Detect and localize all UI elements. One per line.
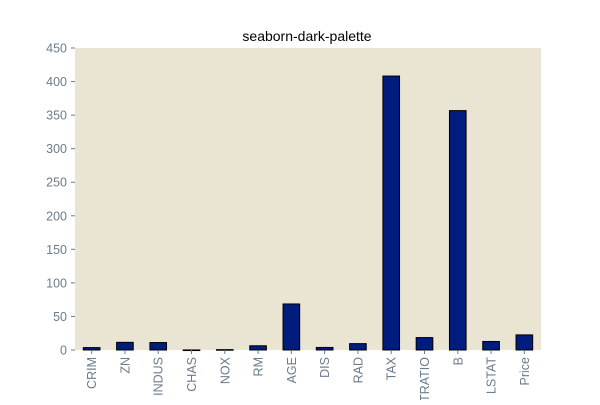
bar-tax — [382, 75, 401, 351]
y-tick-label: 100 — [46, 276, 67, 290]
y-tick-label: 250 — [46, 176, 67, 190]
bars-group — [82, 75, 534, 352]
x-tick-label: ZN — [118, 357, 132, 374]
bar-ptratio — [415, 337, 434, 351]
x-tick-label: INDUS — [152, 357, 166, 396]
x-tick-label: RAD — [351, 357, 365, 383]
x-tick-label: TAX — [385, 356, 399, 380]
y-tick-label: 400 — [46, 75, 67, 89]
x-tick-label: PTRATIO — [418, 357, 432, 400]
plot-area — [75, 48, 541, 350]
x-tick-label: LSTAT — [485, 357, 499, 394]
chart-title: seaborn-dark-palette — [242, 28, 371, 44]
x-tick-label: B — [451, 357, 465, 365]
x-tick-label: CRIM — [85, 357, 99, 389]
bar-indus — [149, 342, 168, 351]
y-tick-label: 350 — [46, 109, 67, 123]
y-tick-label: 50 — [53, 310, 67, 324]
x-tick-label: CHAS — [185, 357, 199, 392]
y-tick-label: 0 — [60, 344, 67, 358]
bar-rm — [249, 345, 267, 351]
x-tick-label: AGE — [285, 357, 299, 383]
x-tick-label: Price — [518, 357, 532, 386]
bar-b — [448, 110, 467, 351]
bar-rad — [349, 343, 367, 351]
x-tick-label: NOX — [218, 356, 232, 384]
x-tick-label: DIS — [318, 357, 332, 378]
y-tick-label: 150 — [46, 243, 67, 257]
bar-lstat — [482, 340, 500, 351]
bar-dis — [315, 346, 334, 351]
bar-crim — [82, 347, 101, 351]
x-tick-label: RM — [252, 357, 266, 376]
y-axis: 0 50 100 150 200 250 300 350 400 450 — [46, 42, 75, 358]
x-axis: CRIM ZN INDUS CHAS NOX RM AGE DIS RAD TAX PTRATIO B… — [85, 350, 532, 405]
y-tick-label: 300 — [46, 142, 67, 156]
bar-age — [282, 303, 301, 351]
bar-price — [515, 334, 534, 351]
y-tick-label: 450 — [46, 42, 67, 56]
bar-zn — [116, 341, 134, 351]
y-tick-label: 200 — [46, 209, 67, 223]
